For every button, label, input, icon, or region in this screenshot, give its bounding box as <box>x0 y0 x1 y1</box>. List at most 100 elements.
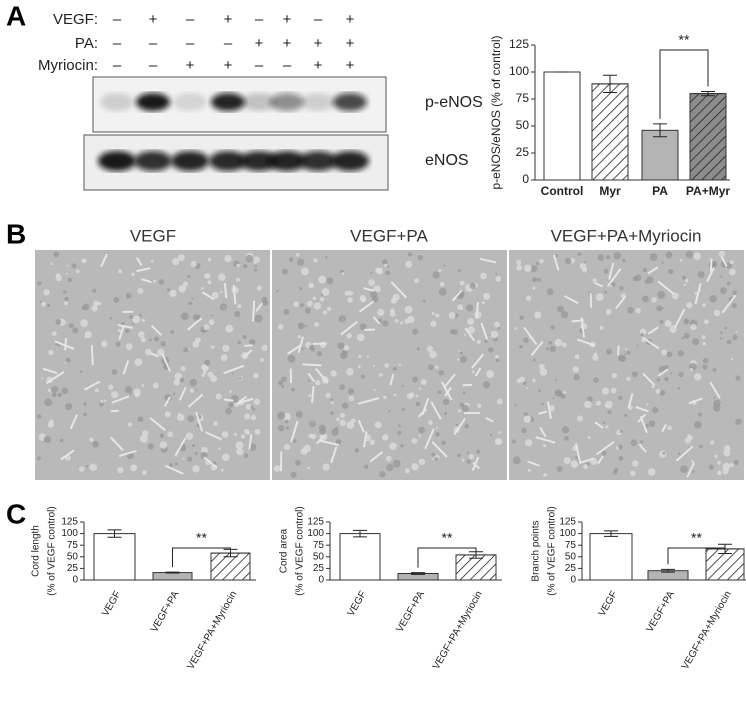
micrograph-speck <box>686 302 692 308</box>
micrograph-speck <box>325 256 327 258</box>
micrograph-speck <box>278 324 284 330</box>
y-tick-label: 25 <box>67 563 79 574</box>
micrograph-speck <box>254 269 257 272</box>
micrograph-speck <box>172 258 179 265</box>
micrograph-speck <box>592 278 596 282</box>
micrograph-speck <box>416 402 420 406</box>
micrograph-speck <box>137 288 143 294</box>
micrograph-speck <box>167 431 173 437</box>
micrograph-speck <box>619 286 623 290</box>
y-tick-label: 100 <box>509 64 529 78</box>
micrograph-speck <box>243 264 247 268</box>
micrograph-speck <box>690 324 696 330</box>
micrograph-speck <box>260 358 264 362</box>
micrograph-speck <box>388 410 390 412</box>
y-tick-label: 125 <box>307 517 324 528</box>
micrograph-speck <box>387 265 389 267</box>
micrograph-speck <box>364 465 368 469</box>
micrograph-speck <box>600 326 604 330</box>
treatment-sign: + <box>255 35 264 52</box>
micrograph-speck <box>191 298 193 300</box>
micrograph-speck <box>618 396 622 400</box>
micrograph-speck <box>346 421 354 429</box>
treatment-sign: + <box>283 11 292 28</box>
micrograph-speck <box>588 436 591 439</box>
micrograph-speck <box>690 368 693 371</box>
micrograph-speck <box>651 297 656 302</box>
micrograph-speck <box>50 263 53 266</box>
y-tick-label: 100 <box>559 528 576 539</box>
micrograph-speck <box>637 345 639 347</box>
micrograph-speck <box>395 319 399 323</box>
micrograph-speck <box>58 344 60 346</box>
micrograph-speck <box>239 377 242 380</box>
micrograph-speck <box>435 457 439 461</box>
micrograph-speck <box>64 301 68 305</box>
micrograph-speck <box>390 308 395 313</box>
micrograph-speck <box>720 331 723 334</box>
x-tick-label: VEGF <box>346 589 369 618</box>
micrograph-speck <box>709 465 714 470</box>
micrograph-speck <box>345 291 350 296</box>
micrograph-speck <box>55 319 61 325</box>
micrograph-speck <box>490 434 492 436</box>
micrograph-speck <box>418 255 423 260</box>
bar-hatch <box>592 84 628 180</box>
micrograph-speck <box>192 465 199 472</box>
micrograph-speck <box>170 330 174 334</box>
micrograph-speck <box>458 409 461 412</box>
micrograph-speck <box>92 441 99 448</box>
treatment-sign: + <box>346 35 355 52</box>
micrograph-speck <box>379 471 385 477</box>
micrograph-speck <box>220 303 227 310</box>
band <box>134 151 172 171</box>
micrograph-speck <box>528 469 531 472</box>
micrograph-speck <box>286 426 289 429</box>
band <box>211 93 245 111</box>
micrograph-speck <box>282 269 288 275</box>
micrograph-speck <box>321 294 323 296</box>
micrograph-speck <box>610 285 612 287</box>
micrograph-speck <box>297 259 304 266</box>
micrograph-speck <box>236 264 240 268</box>
band <box>331 151 369 171</box>
micrograph-speck <box>187 415 194 422</box>
micrograph-speck <box>679 372 684 377</box>
micrograph-speck <box>262 345 268 351</box>
micrograph-speck <box>289 257 294 262</box>
micrograph-cord <box>618 346 619 356</box>
x-tick-label: PA+Myr <box>686 184 730 198</box>
micrograph-speck <box>319 425 326 432</box>
micrograph-speck <box>298 322 305 329</box>
y-tick-label: 125 <box>509 37 529 51</box>
micrograph-speck <box>160 433 165 438</box>
micrograph-speck <box>174 379 181 386</box>
micrograph-speck <box>296 411 303 418</box>
micrograph-speck <box>457 358 460 361</box>
micrograph-speck <box>613 470 617 474</box>
micrograph-speck <box>370 439 375 444</box>
significance-label: ** <box>679 32 690 48</box>
micrograph-speck <box>69 323 74 328</box>
micrograph-speck <box>665 251 672 258</box>
treatment-sign: + <box>224 57 233 74</box>
micrograph-speck <box>300 303 304 307</box>
micrograph-cord <box>253 301 254 321</box>
micrograph-speck <box>732 290 736 294</box>
micrograph-speck <box>361 375 365 379</box>
treatment-sign: + <box>283 35 292 52</box>
micrograph-speck <box>72 263 77 268</box>
micrograph-title: VEGF <box>130 226 176 245</box>
micrograph-speck <box>325 393 330 398</box>
micrograph-speck <box>348 388 354 394</box>
micrograph-speck <box>613 252 621 260</box>
y-tick-label: 0 <box>72 575 78 586</box>
micrograph-speck <box>457 454 461 458</box>
micrograph-speck <box>358 355 361 358</box>
micrograph-speck <box>532 379 536 383</box>
micrograph-speck <box>222 345 229 352</box>
micrograph-speck <box>291 472 297 478</box>
micrograph-speck <box>627 307 634 314</box>
micrograph-speck <box>703 358 708 363</box>
x-tick-label: PA <box>652 184 668 198</box>
